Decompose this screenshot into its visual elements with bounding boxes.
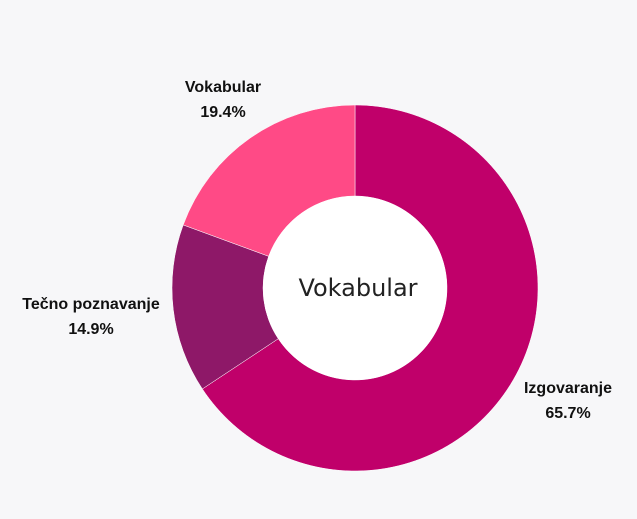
slice-label-value: 14.9% bbox=[68, 321, 113, 338]
donut-slices bbox=[171, 104, 539, 472]
slice-label-value: 19.4% bbox=[200, 104, 245, 121]
slice-label-name: Tečno poznavanje bbox=[22, 296, 160, 313]
slice-label-name: Izgovaranje bbox=[524, 380, 612, 397]
slice-label-value: 65.7% bbox=[545, 405, 590, 422]
donut-hole bbox=[263, 196, 447, 380]
slice-label-name: Vokabular bbox=[185, 79, 261, 96]
slice-labels: Izgovaranje 65.7% Tečno poznavanje 14.9% Vok… bbox=[22, 79, 612, 422]
center-label: Vokabular bbox=[298, 274, 417, 302]
